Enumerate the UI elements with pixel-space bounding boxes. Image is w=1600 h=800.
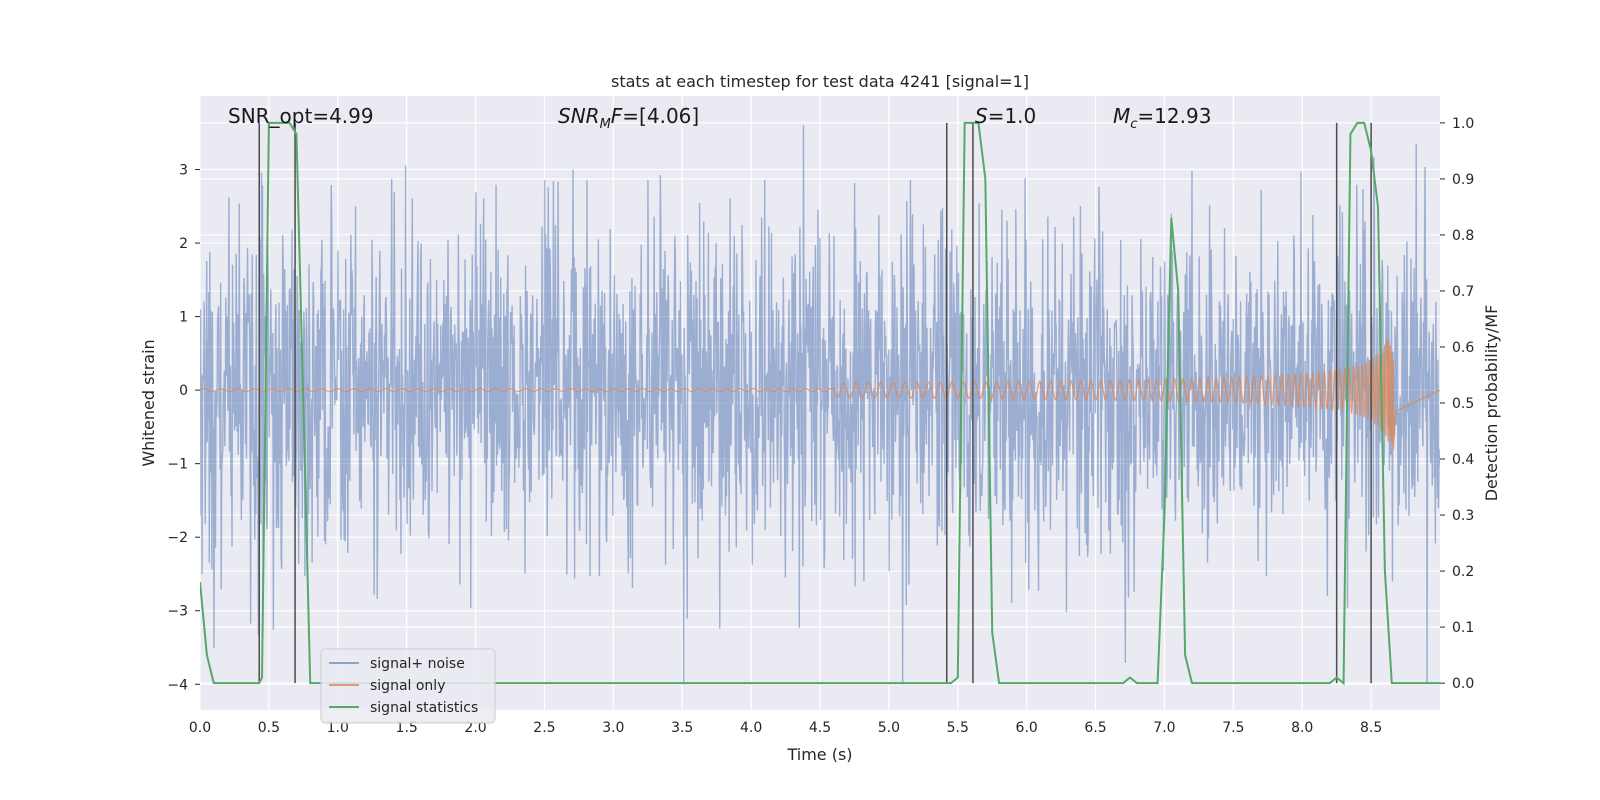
y2-tick-label: 1.0 bbox=[1452, 116, 1474, 132]
y2-tick-label: 0.7 bbox=[1452, 284, 1474, 300]
y-tick-label: 0 bbox=[179, 383, 188, 399]
y2-axis-ticks: 1.0 0.9 0.8 0.7 0.6 0.5 0.4 0.3 0.2 0.1 0.0 bbox=[1440, 116, 1474, 692]
s-value: =1.0 bbox=[988, 104, 1037, 128]
legend-label-signal-only: signal only bbox=[370, 678, 445, 694]
y-tick-label: 1 bbox=[179, 310, 188, 326]
series-signal-only bbox=[200, 339, 1440, 450]
x-tick-label: 3.0 bbox=[602, 720, 624, 736]
x-tick-label: 1.5 bbox=[396, 720, 418, 736]
mc-value: =12.93 bbox=[1137, 104, 1211, 128]
y-tick-label: −2 bbox=[167, 530, 188, 546]
x-axis-label: Time (s) bbox=[786, 745, 852, 764]
x-tick-label: 5.5 bbox=[947, 720, 969, 736]
snr-mf-subscript: M bbox=[600, 117, 611, 132]
chart-title: stats at each timestep for test data 424… bbox=[611, 72, 1029, 91]
y-axis-label: Whitened strain bbox=[139, 339, 158, 466]
x-tick-label: 5.0 bbox=[878, 720, 900, 736]
y-tick-label: −1 bbox=[167, 457, 188, 473]
x-axis-ticks: 0.0 0.5 1.0 1.5 2.0 2.5 3.0 3.5 4.0 4.5 5.0 5.5 6.0 6… bbox=[189, 720, 1382, 736]
annotation-s: S=1.0 bbox=[975, 104, 1036, 128]
x-tick-label: 2.0 bbox=[464, 720, 486, 736]
series-signal-statistics bbox=[200, 121, 1440, 686]
y2-tick-label: 0.8 bbox=[1452, 228, 1474, 244]
s-symbol: S bbox=[975, 104, 988, 128]
snr-mf-symbol: SNR bbox=[558, 104, 600, 128]
y2-tick-label: 0.5 bbox=[1452, 396, 1474, 412]
y2-tick-label: 0.4 bbox=[1452, 452, 1474, 468]
mc-symbol: M bbox=[1113, 104, 1130, 128]
x-tick-label: 1.0 bbox=[327, 720, 349, 736]
annotation-snr-opt: SNR_opt=4.99 bbox=[228, 104, 374, 128]
y2-axis-label: Detection probability/MF bbox=[1482, 305, 1501, 502]
x-tick-label: 8.0 bbox=[1291, 720, 1313, 736]
x-tick-label: 0.5 bbox=[258, 720, 280, 736]
y2-tick-label: 0.2 bbox=[1452, 564, 1474, 580]
snr-mf-value: =[4.06] bbox=[622, 104, 699, 128]
x-tick-label: 6.0 bbox=[1016, 720, 1038, 736]
x-tick-label: 0.0 bbox=[189, 720, 211, 736]
series-signal-noise bbox=[200, 125, 1440, 685]
annotation-mc: Mc=12.93 bbox=[1113, 104, 1211, 132]
snr-mf-suffix: F bbox=[611, 104, 623, 128]
y2-tick-label: 0.3 bbox=[1452, 508, 1474, 524]
y2-tick-label: 0.6 bbox=[1452, 340, 1474, 356]
legend-box bbox=[320, 648, 496, 724]
x-tick-label: 8.5 bbox=[1360, 720, 1382, 736]
y-tick-label: 2 bbox=[179, 236, 188, 252]
x-tick-label: 7.0 bbox=[1153, 720, 1175, 736]
y-axis-ticks: 3 2 1 0 −1 −2 −3 −4 bbox=[167, 163, 200, 693]
plot-area bbox=[200, 121, 1440, 686]
y2-tick-label: 0.0 bbox=[1452, 676, 1474, 692]
x-tick-label: 6.5 bbox=[1084, 720, 1106, 736]
legend: signal+ noise signal only signal statist… bbox=[320, 648, 496, 724]
mc-subscript: c bbox=[1130, 117, 1137, 132]
annotation-snr-mf: SNRMF=[4.06] bbox=[558, 104, 699, 132]
x-tick-label: 4.5 bbox=[809, 720, 831, 736]
y2-tick-label: 0.1 bbox=[1452, 620, 1474, 636]
x-tick-label: 7.5 bbox=[1222, 720, 1244, 736]
x-tick-label: 3.5 bbox=[671, 720, 693, 736]
x-tick-label: 2.5 bbox=[533, 720, 555, 736]
y-tick-label: −4 bbox=[167, 677, 188, 693]
legend-label-signal-statistics: signal statistics bbox=[370, 700, 478, 716]
y-tick-label: 3 bbox=[179, 163, 188, 179]
legend-label-signal-noise: signal+ noise bbox=[370, 656, 465, 672]
y-tick-label: −3 bbox=[167, 604, 188, 620]
y2-tick-label: 0.9 bbox=[1452, 172, 1474, 188]
x-tick-label: 4.0 bbox=[740, 720, 762, 736]
